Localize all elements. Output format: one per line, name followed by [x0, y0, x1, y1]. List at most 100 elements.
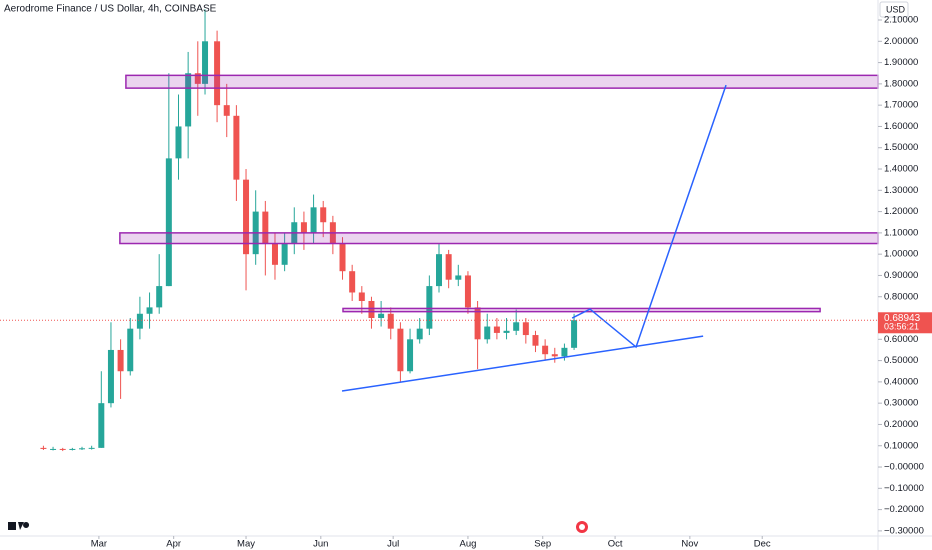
- y-tick-label: 0.40000: [884, 376, 918, 387]
- last-price-box: [878, 312, 932, 334]
- tradingview-logo: [8, 522, 30, 530]
- plot-area: [0, 9, 879, 452]
- candle-body: [146, 307, 153, 314]
- candle-body: [156, 286, 163, 308]
- y-tick-label: 1.90000: [884, 57, 918, 68]
- candle-body: [397, 328, 404, 372]
- candle-body: [214, 41, 221, 106]
- y-tick-label: −0.20000: [884, 504, 924, 515]
- candle-body: [339, 243, 346, 272]
- candle-body: [127, 328, 134, 372]
- candle-body: [69, 448, 76, 450]
- y-tick-label: 1.10000: [884, 227, 918, 238]
- y-tick-label: 0.30000: [884, 398, 918, 409]
- event-icon-inner[interactable]: [579, 524, 585, 530]
- candle-body: [571, 320, 578, 348]
- candle-body: [136, 313, 143, 329]
- candle-body: [445, 254, 452, 280]
- candle-body: [561, 347, 568, 357]
- y-tick-label: 0.20000: [884, 419, 918, 430]
- candle-body: [387, 313, 394, 329]
- last-price-label: 0.68943: [884, 313, 921, 324]
- candle-body: [368, 300, 375, 319]
- y-tick-label: 1.60000: [884, 121, 918, 132]
- candle-body: [98, 403, 105, 448]
- y-tick-label: 1.50000: [884, 142, 918, 153]
- currency-box[interactable]: [879, 1, 909, 18]
- candle-body: [464, 275, 471, 308]
- x-tick-label: Jun: [313, 539, 328, 550]
- y-tick-label: 1.80000: [884, 78, 918, 89]
- candle-body: [426, 286, 433, 329]
- candle-body: [436, 254, 442, 287]
- y-tick-label: 1.70000: [884, 100, 918, 111]
- zone: [342, 307, 821, 313]
- candle-body: [281, 243, 288, 265]
- candle-body: [310, 207, 317, 233]
- trendline: [341, 335, 704, 392]
- y-tick-label: 0.90000: [884, 270, 918, 281]
- candle-body: [484, 326, 491, 340]
- x-tick-label: Sep: [534, 539, 551, 550]
- candle-body: [532, 335, 539, 346]
- candle-body: [522, 322, 529, 336]
- y-tick-label: 1.20000: [884, 206, 918, 217]
- zone: [125, 74, 879, 89]
- x-tick-label: Nov: [681, 539, 698, 550]
- candle-body: [542, 345, 549, 355]
- candle-body: [378, 313, 385, 319]
- candle-body: [493, 326, 500, 333]
- candle-body: [474, 307, 481, 340]
- candle-body: [300, 222, 307, 233]
- y-tick-label: 2.00000: [884, 36, 918, 47]
- y-tick-label: 2.10000: [884, 15, 918, 26]
- candle-body: [416, 328, 423, 340]
- x-tick-label: Dec: [754, 539, 771, 550]
- candle-body: [202, 41, 209, 84]
- candle-body: [107, 349, 114, 404]
- candle-body: [513, 322, 520, 331]
- candle-body: [233, 115, 240, 180]
- projection-path: [571, 84, 727, 349]
- x-tick-label: Aug: [459, 539, 476, 550]
- chart-title: Aerodrome Finance / US Dollar, 4h, COINB…: [4, 4, 217, 15]
- candle-body: [503, 330, 510, 333]
- candle-body: [407, 339, 414, 372]
- candle-body: [59, 448, 66, 450]
- y-tick-label: −0.00000: [884, 462, 924, 473]
- candle-body: [223, 105, 230, 116]
- candle-body: [349, 271, 356, 293]
- y-tick-label: 0.80000: [884, 291, 918, 302]
- x-tick-label: May: [237, 539, 255, 550]
- y-tick-label: −0.30000: [884, 525, 924, 536]
- candle-body: [551, 354, 558, 357]
- candle-body: [79, 448, 86, 450]
- y-tick-label: 1.00000: [884, 249, 918, 260]
- candle-body: [194, 73, 201, 84]
- candle-body: [185, 73, 192, 127]
- candle-body: [40, 447, 47, 449]
- y-tick-label: −0.10000: [884, 483, 924, 494]
- candle-body: [165, 158, 172, 287]
- candle-body: [117, 349, 124, 372]
- zone: [119, 232, 879, 245]
- countdown-label: 03:56:21: [884, 322, 919, 332]
- logo-shape: [8, 522, 30, 530]
- event-icon[interactable]: [576, 521, 588, 533]
- y-tick-label: 0.10000: [884, 440, 918, 451]
- candle-body: [175, 126, 182, 159]
- x-tick-label: Apr: [166, 539, 181, 550]
- x-tick-label: Mar: [91, 539, 107, 550]
- x-tick-label: Jul: [387, 539, 399, 550]
- y-tick-label: 1.30000: [884, 185, 918, 196]
- y-tick-label: 0.50000: [884, 355, 918, 366]
- candle-body: [455, 275, 462, 280]
- candle-body: [358, 292, 365, 301]
- currency-label[interactable]: USD: [886, 4, 906, 14]
- candle-body: [271, 243, 278, 265]
- y-tick-label: 0.60000: [884, 334, 918, 345]
- candle-body: [50, 448, 57, 450]
